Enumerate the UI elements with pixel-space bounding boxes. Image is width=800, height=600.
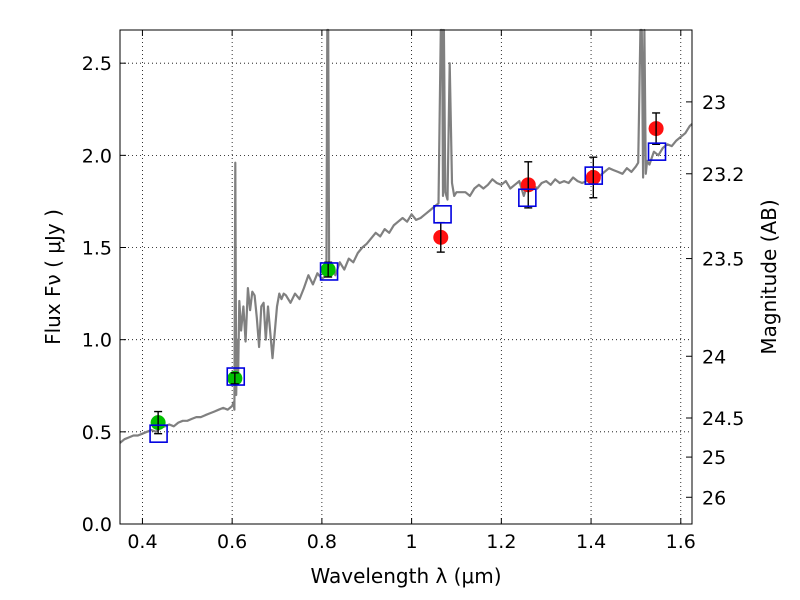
y2-axis-label: Magnitude (AB) [757,199,781,354]
x-tick-label: 1.4 [576,531,606,553]
mag-tick-label: 23.2 [702,164,744,186]
x-tick-label: 0.6 [217,531,247,553]
square-marker [584,166,604,185]
square-marker [226,367,246,386]
mag-tick-label: 23 [702,92,726,114]
plot-frame [119,29,693,525]
x-tick-label: 1.2 [486,531,516,553]
y-tick-label: 2.0 [82,145,112,167]
x-tick-label: 0.8 [307,531,337,553]
y-tick-label: 2.5 [82,53,112,75]
mag-tick-label: 24 [702,346,726,368]
model-spectrum [119,28,693,444]
y-tick-label: 1.0 [82,330,112,352]
axis-ticks: 0.4 0.6 0.8 1 1.2 1.4 1.6 0.0 0.5 1.0 1.5 2.0 2.5 23 2… [82,30,744,553]
square-marker [319,262,339,281]
y-tick-label: 0.0 [82,514,112,536]
square-marker [647,142,667,161]
spectrum-line [119,28,693,444]
mag-tick-label: 23.5 [702,249,744,271]
x-tick-label: 0.4 [127,531,157,553]
x-axis-label: Wavelength λ (μm) [310,564,501,588]
x-tick-label: 1 [406,531,418,553]
y-tick-label: 1.5 [82,238,112,260]
square-marker [149,424,168,443]
square-marker [518,188,537,208]
mag-tick-label: 24.5 [702,408,744,430]
square-marker [433,205,452,224]
mag-tick-label: 25 [702,447,726,469]
grid [120,30,692,525]
y-tick-label: 0.5 [82,422,112,444]
data-markers [149,112,667,443]
x-tick-label: 1.6 [666,531,696,553]
mag-tick-label: 26 [702,487,726,509]
y-axis-label: Flux Fν ( μJy ) [41,209,65,345]
